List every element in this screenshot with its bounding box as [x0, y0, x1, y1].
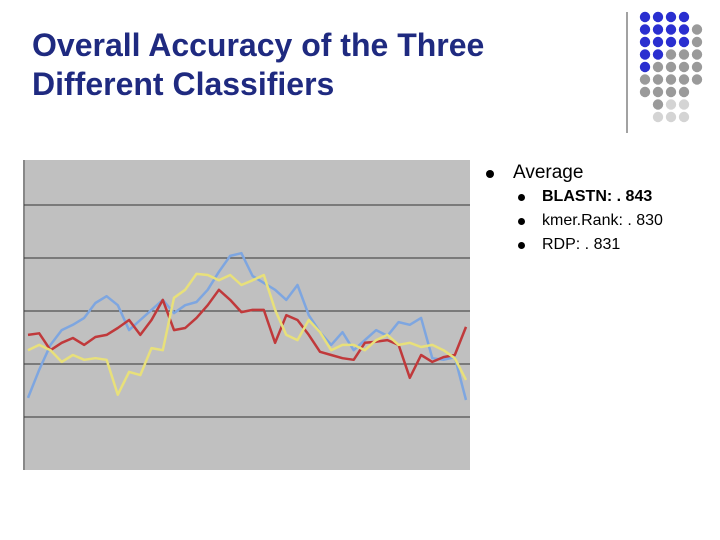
dot — [652, 86, 664, 98]
dot — [665, 36, 677, 48]
decoration — [639, 11, 703, 123]
dot — [678, 49, 690, 60]
dot — [665, 61, 677, 73]
dot — [665, 24, 677, 35]
dot — [639, 24, 651, 35]
dot — [639, 86, 651, 98]
dot — [639, 36, 651, 48]
dot — [691, 49, 703, 60]
dot — [665, 49, 677, 60]
slide-title: Overall Accuracy of the Three Different … — [32, 27, 485, 103]
dot — [639, 74, 651, 85]
dot — [678, 11, 690, 23]
dot — [652, 36, 664, 48]
dot — [652, 111, 664, 123]
dot — [691, 24, 703, 35]
dot — [678, 86, 690, 98]
dot — [652, 11, 664, 23]
dot — [652, 99, 664, 110]
dot — [678, 24, 690, 35]
dot — [639, 49, 651, 60]
dot — [678, 111, 690, 123]
dot — [652, 61, 664, 73]
dot — [665, 99, 677, 110]
dot — [665, 86, 677, 98]
dot — [639, 61, 651, 73]
plot-area — [24, 160, 470, 470]
series-line — [27, 288, 468, 380]
sub-bullet: kmer.Rank: . 830 — [484, 212, 663, 230]
dot — [652, 49, 664, 60]
series-line — [26, 251, 468, 401]
dot — [678, 74, 690, 85]
dot — [639, 11, 651, 23]
dot — [691, 61, 703, 73]
dot — [678, 99, 690, 110]
sub-bullet: RDP: . 831 — [484, 236, 663, 254]
dot — [678, 61, 690, 73]
dot — [665, 74, 677, 85]
bullet-list: Average BLASTN: . 843 kmer.Rank: . 830 R… — [484, 162, 663, 260]
dot — [678, 36, 690, 48]
dot — [691, 74, 703, 85]
bullet: Average — [484, 162, 663, 184]
dot — [652, 74, 664, 85]
dot — [652, 24, 664, 35]
sub-bullet: BLASTN: . 843 — [484, 188, 663, 206]
series-line — [27, 272, 468, 396]
dot — [665, 11, 677, 23]
dot — [691, 36, 703, 48]
dot — [665, 111, 677, 123]
